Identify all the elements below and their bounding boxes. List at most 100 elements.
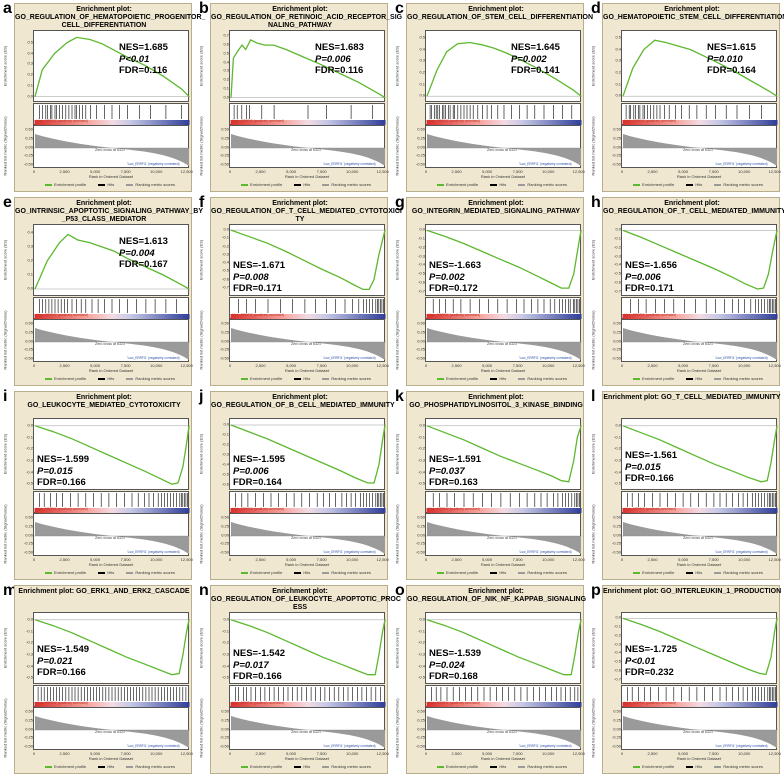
plot-title-line: Enrichment plot:: [272, 6, 328, 13]
plot-title: Enrichment plot: GO_REGULATION_OF_HEMATOP…: [15, 6, 206, 31]
x-tick-label: 5,000: [90, 363, 101, 368]
negative-correlation-label: 'Low_ERRFI1' (negatively correlated): [127, 162, 180, 166]
x-tick-label: 2,500: [255, 751, 266, 756]
plot-title-line: Enrichment plot:: [468, 394, 524, 401]
x-tick-label: 5,000: [286, 363, 297, 368]
plot-title-line: GO_REGULATION_OF_LEUKOCYTE_APOPTOTIC_PRO…: [211, 596, 401, 604]
legend-label: Hits: [695, 182, 703, 187]
legend-swatch: [714, 571, 722, 574]
es-tick-label: -0.1: [614, 235, 621, 241]
ranked-metric-area: [623, 328, 777, 360]
nes-value: NES=-1.561: [625, 450, 678, 461]
positive-correlation-label: 'High_ERRFI1' (positively correlated): [428, 701, 481, 705]
legend-item: Ranking metric scores: [518, 182, 567, 187]
zero-cross-label: Zero cross at 6321: [683, 342, 713, 346]
legend-label: Ranking metric scores: [135, 570, 175, 575]
metric-tick-label: 0.25: [25, 523, 33, 529]
x-axis-label: Rank in Ordered Dataset: [284, 756, 330, 761]
x-tick-label: 2,500: [647, 751, 658, 756]
es-tick-label: 0.0: [615, 422, 621, 428]
enrichment-profile-line: [426, 229, 582, 289]
metric-axis-label-text: Ranked list metric (Signal2Noise): [198, 698, 204, 758]
positive-correlation-label: 'High_ERRFI1' (positively correlated): [428, 507, 481, 511]
legend-swatch: [714, 183, 722, 186]
x-tick-label: 0: [228, 363, 232, 368]
negative-correlation-label: 'Low_ERRFI1' (negatively correlated): [323, 744, 376, 748]
plot-title-line: GO_REGULATION_OF_HEMATOPOIETIC_PROGENITO…: [15, 14, 206, 22]
barcode-svg: [230, 493, 386, 513]
metric-tick-label: 0.50: [25, 320, 33, 326]
enrichment-profile-svg: [622, 425, 778, 483]
es-axis-label-text: Enrichment score (ES): [2, 627, 8, 669]
enrichment-profile-line: [34, 425, 190, 485]
plot-title-line: GO_REGULATION_OF_T_CELL_MEDIATED_IMMUNIT…: [603, 208, 784, 216]
ranked-metric-svg: [230, 134, 386, 166]
x-tick-label: 0: [620, 169, 624, 174]
legend-swatch: [490, 571, 498, 574]
hits-barcode: [229, 103, 386, 125]
enrichment-score-plot: [425, 224, 582, 296]
es-tick-label: -0.6: [222, 481, 229, 487]
legend-swatch: [633, 571, 640, 574]
x-axis-label: Rank in Ordered Dataset: [676, 562, 722, 567]
legend-swatch: [686, 571, 694, 574]
x-tick-label: 7,500: [316, 557, 327, 562]
x-tick-label: 12,500: [180, 751, 193, 756]
metric-tick-label: 0.25: [613, 717, 621, 723]
metric-tick-label: 0.00: [613, 726, 621, 732]
positive-correlation-label: 'High_ERRFI1' (positively correlated): [232, 507, 285, 511]
metric-axis-label-text: Ranked list metric (Signal2Noise): [394, 504, 400, 564]
x-tick-label: 2,500: [255, 169, 266, 174]
positive-correlation-label: 'High_ERRFI1' (positively correlated): [428, 313, 481, 317]
metric-tick-label: -0.50: [415, 549, 425, 555]
es-tick-label: 0.5: [27, 39, 33, 45]
panel-cell-n: n Enrichment plot: GO_REGULATION_OF_LEUKOC…: [196, 582, 401, 776]
stats-block: NES=1.645 P=0.002 FDR=0.141: [511, 42, 560, 77]
x-tick-label: 2,500: [647, 169, 658, 174]
enrichment-plot-panel: Enrichment plot: GO_INTEGRIN_MEDIATED_SIG…: [395, 197, 585, 386]
es-tick-label: 0.0: [223, 94, 229, 100]
x-tick-label: 12,500: [180, 169, 193, 174]
plot-title-line: GO_REGULATION_OF_STEM_CELL_DIFFERENTIATI…: [407, 14, 594, 22]
enrichment-profile-line: [622, 617, 778, 676]
zero-cross-label: Zero cross at 6321: [95, 148, 125, 152]
es-tick-label: -0.1: [614, 434, 621, 439]
legend-item: Hits: [686, 570, 702, 575]
zero-cross-label: Zero cross at 6321: [683, 536, 713, 540]
fdr-value: FDR=0.168: [429, 671, 478, 682]
nes-value: NES=1.685: [119, 42, 168, 53]
x-axis-label: Rank in Ordered Dataset: [88, 174, 134, 179]
positive-correlation-label: 'High_ERRFI1' (positively correlated): [36, 507, 89, 511]
panel-letter: j: [199, 388, 204, 405]
fdr-value: FDR=0.116: [119, 65, 168, 76]
ranked-metric-plot: [621, 513, 778, 556]
metric-tick-label: 0.00: [417, 144, 425, 150]
x-tick-label: 5,000: [678, 557, 689, 562]
hits-barcode: [621, 297, 778, 319]
enrichment-plot-panel: Enrichment plot: GO_INTRINSIC_APOPTOTIC_S…: [3, 197, 203, 386]
metric-axis-label: Ranked list metric (Signal2Noise): [587, 504, 599, 564]
panel-cell-o: o Enrichment plot: GO_REGULATION_OF_NIK_NF…: [392, 582, 588, 776]
plot-title-line: Enrichment plot:: [468, 200, 524, 207]
positive-correlation-label: 'High_ERRFI1' (positively correlated): [624, 119, 677, 123]
metric-tick-label: 0.50: [221, 514, 229, 520]
legend-item: Hits: [294, 764, 310, 769]
legend-label: Enrichment profile: [250, 570, 283, 575]
ranked-metric-svg: [230, 522, 386, 554]
zero-cross-label: Zero cross at 6321: [487, 342, 517, 346]
es-tick-label: 0.3: [223, 67, 229, 73]
enrichment-plot-panel: Enrichment plot: GO_REGULATION_OF_HEMATOP…: [3, 3, 206, 192]
x-tick-label: 7,500: [512, 363, 523, 368]
legend-item: Ranking metric scores: [518, 764, 567, 769]
barcode-svg: [426, 105, 582, 125]
es-tick-label: -0.3: [222, 451, 229, 457]
es-tick-label: -0.4: [418, 663, 425, 668]
rank-gradient-bar: [426, 508, 582, 513]
zero-cross-label: Zero cross at 6321: [487, 730, 517, 734]
enrichment-score-plot: [33, 224, 190, 296]
plot-legend: Enrichment profile Hits Ranking metric sco…: [437, 376, 567, 381]
ranked-metric-svg: [34, 328, 190, 360]
x-tick-label: 7,500: [316, 169, 327, 174]
metric-axis-label: Ranked list metric (Signal2Noise): [391, 116, 403, 176]
legend-swatch: [322, 183, 330, 186]
